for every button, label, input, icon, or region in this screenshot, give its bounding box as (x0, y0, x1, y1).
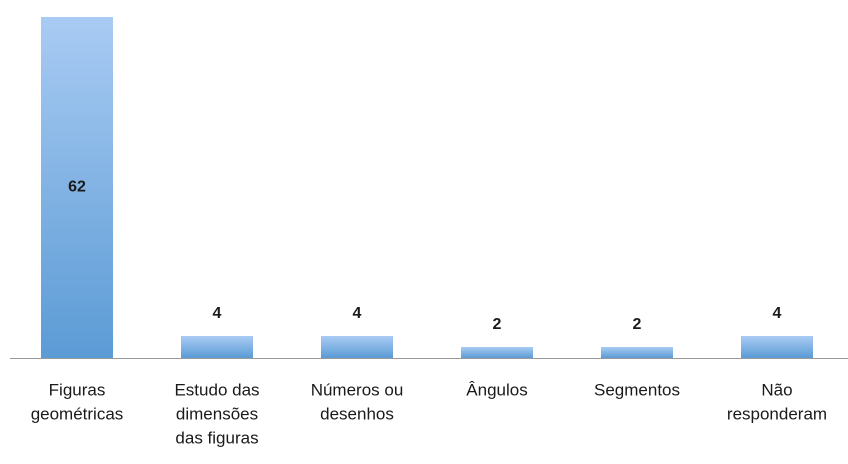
x-tick-label: das figuras (175, 428, 258, 447)
value-label: 4 (213, 305, 222, 322)
bar (741, 336, 813, 358)
x-tick-label: Ângulos (466, 380, 527, 399)
x-tick-label: responderam (727, 404, 827, 423)
x-tick-label: Figuras (49, 380, 106, 399)
x-tick-label: Estudo das (174, 380, 259, 399)
value-label: 62 (68, 179, 86, 196)
value-label: 2 (633, 316, 642, 333)
value-label: 4 (773, 305, 782, 322)
x-tick-label: desenhos (320, 404, 394, 423)
value-label: 2 (493, 316, 502, 333)
bar (41, 17, 113, 358)
x-tick-label: dimensões (176, 404, 258, 423)
value-label: 4 (353, 305, 362, 322)
x-tick-label: Não (761, 380, 792, 399)
x-tick-label: Números ou (311, 380, 404, 399)
bar (601, 347, 673, 358)
bar (321, 336, 393, 358)
bar (461, 347, 533, 358)
x-tick-label: Segmentos (594, 380, 680, 399)
bar (181, 336, 253, 358)
x-tick-label: geométricas (31, 404, 124, 423)
